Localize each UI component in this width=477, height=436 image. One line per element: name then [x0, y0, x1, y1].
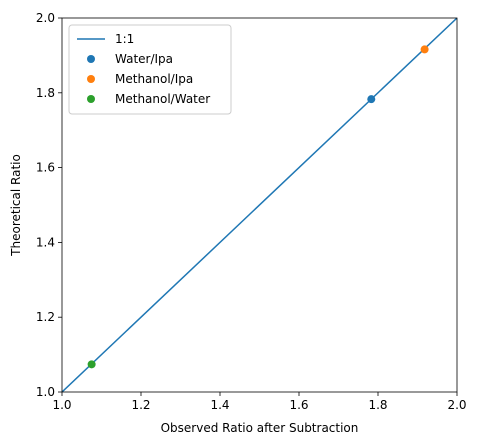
- plot-frame: [61, 17, 458, 393]
- legend-label: Water/Ipa: [115, 52, 173, 66]
- legend-label: Methanol/Water: [115, 92, 210, 106]
- reference-line-1-1: [62, 18, 457, 392]
- legend-label: Methanol/Ipa: [115, 72, 193, 86]
- y-tick-label: 1.6: [36, 161, 55, 175]
- y-tick-label: 1.0: [36, 385, 55, 399]
- point-methanol-ipa: [420, 45, 429, 54]
- x-axis-label: Observed Ratio after Subtraction: [161, 421, 359, 435]
- legend-label-1-1: 1:1: [115, 32, 134, 46]
- x-tick-label: 2.0: [447, 398, 466, 412]
- legend: 1:1 Water/Ipa Methanol/Ipa Methanol/Water: [68, 24, 232, 115]
- point-methanol-water: [87, 360, 96, 369]
- legend-marker: [87, 95, 95, 103]
- plot-layer: [62, 18, 457, 392]
- plot-area: [62, 18, 457, 392]
- x-tick-label: 1.2: [131, 398, 150, 412]
- x-tick-label: 1.8: [368, 398, 387, 412]
- y-axis-label: Theoretical Ratio: [9, 154, 23, 257]
- y-tick-label: 1.4: [36, 235, 55, 249]
- legend-marker: [87, 55, 95, 63]
- x-tick-label: 1.4: [210, 398, 229, 412]
- x-tick-label: 1.0: [52, 398, 71, 412]
- axes-layer: 1.0 1.2 1.4 1.6 1.8 2.0 1.0 1.2 1.4 1.6 1.8 2.0: [36, 11, 467, 412]
- y-tick-label: 1.2: [36, 310, 55, 324]
- x-tick-label: 1.6: [289, 398, 308, 412]
- legend-box: [68, 24, 232, 115]
- legend-marker: [87, 75, 95, 83]
- point-water-ipa: [367, 95, 376, 104]
- y-tick-label: 2.0: [36, 11, 55, 25]
- y-tick-label: 1.8: [36, 86, 55, 100]
